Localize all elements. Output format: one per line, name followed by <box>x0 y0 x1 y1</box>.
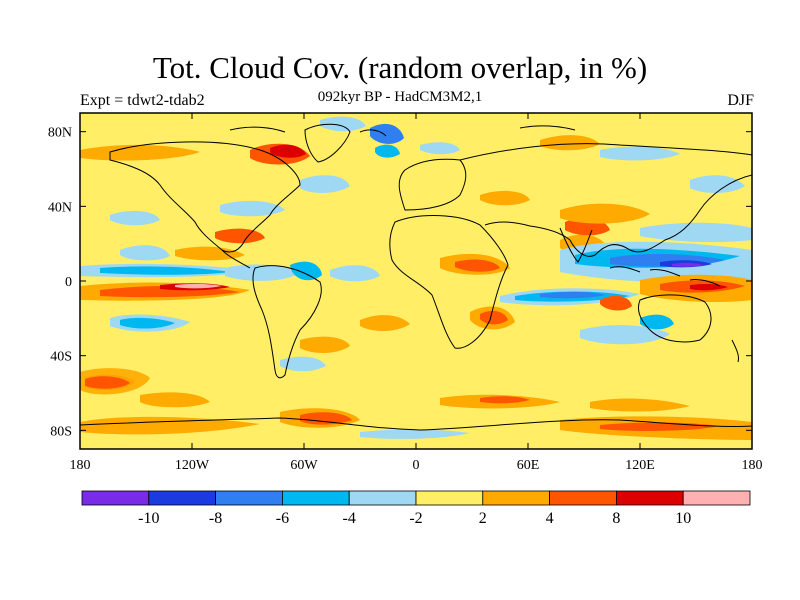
lat-tick-label: 80S <box>50 424 72 439</box>
experiment-label: Expt = tdwt2-tdab2 <box>80 92 205 109</box>
lon-tick-label: 120E <box>625 458 655 473</box>
lon-tick-label: 60E <box>517 458 540 473</box>
colorbar-label: -6 <box>276 510 289 527</box>
colorbar-label: 2 <box>479 510 487 527</box>
colorbar-label: 8 <box>612 510 620 527</box>
lon-tick-label: 0 <box>413 458 420 473</box>
colorbar-swatch <box>682 490 751 506</box>
colorbar-swatch <box>281 490 350 506</box>
lat-tick-label: 40N <box>48 200 72 215</box>
lat-tick-label: 40S <box>50 350 72 365</box>
lat-tick-label: 80N <box>48 126 72 141</box>
map-title: Tot. Cloud Cov. (random overlap, in %) <box>152 50 648 85</box>
colorbar-swatch <box>549 490 617 506</box>
colorbar-label: -8 <box>209 510 222 527</box>
colorbar-swatch <box>482 490 550 506</box>
lon-tick-label: 60W <box>290 458 318 473</box>
anomaly-field <box>80 116 752 440</box>
colorbar-label: -10 <box>138 510 159 527</box>
lon-tick-label: 180 <box>742 458 763 473</box>
colorbar-label: 10 <box>675 510 691 527</box>
lon-tick-label: 120W <box>175 458 210 473</box>
season-label: DJF <box>727 92 754 109</box>
latitude-axis: 80N 40N 0 40S 80S <box>48 126 752 439</box>
colorbar-swatch <box>215 490 283 506</box>
colorbar-swatch <box>348 490 417 506</box>
colorbar: -10 -8 -6 -4 -2 2 4 8 10 <box>81 490 751 527</box>
colorbar-label: -2 <box>409 510 422 527</box>
lat-tick-label: 0 <box>65 275 72 290</box>
colorbar-label: -4 <box>343 510 356 527</box>
lon-tick-label: 180 <box>70 458 91 473</box>
longitude-axis: 180 120W 60W 0 60E 120E 180 <box>70 113 763 473</box>
colorbar-swatch <box>616 490 684 506</box>
colorbar-swatch <box>415 490 484 506</box>
coastlines <box>80 123 752 431</box>
colorbar-swatch <box>81 490 150 506</box>
map-subtitle: 092kyr BP - HadCM3M2,1 <box>317 89 483 105</box>
colorbar-label: 4 <box>546 510 554 527</box>
colorbar-swatch <box>148 490 217 506</box>
